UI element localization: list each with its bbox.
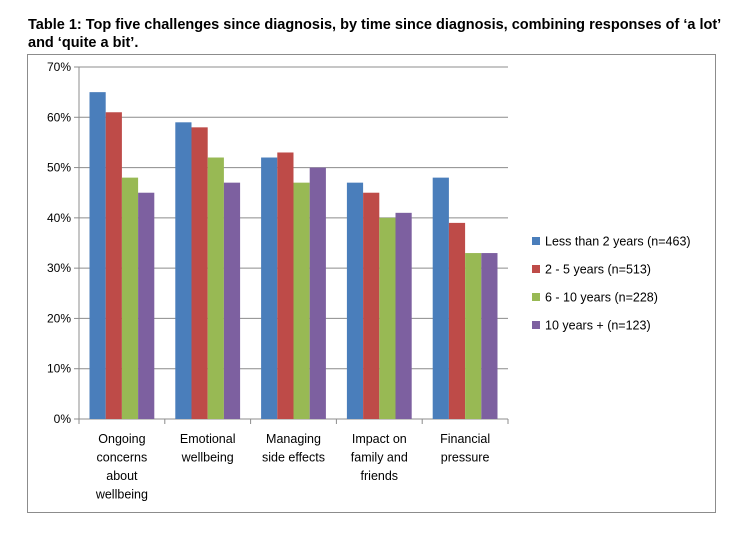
legend-label: 2 - 5 years (n=513) [545,263,651,277]
bar-3-3 [293,182,310,419]
y-tick-label: 70% [47,60,71,74]
y-tick-label: 0% [54,412,72,426]
bar-2-1 [105,112,122,419]
bar-2-5 [448,222,466,419]
bar-1-4 [346,182,364,419]
legend-label: 10 years + (n=123) [545,319,651,333]
bar-4-1 [138,192,155,419]
legend-swatch [532,265,540,273]
y-tick-label: 40% [47,211,71,225]
x-category-label: wellbeing [95,488,148,502]
x-category-label: Ongoing [98,432,145,446]
x-category-label: Impact on [352,432,407,446]
legend-swatch [532,321,540,329]
page-title: Table 1: Top five challenges since diagn… [28,17,721,51]
x-category-label: wellbeing [181,451,234,465]
legend: Less than 2 years (n=463) 2 - 5 years (n=… [532,235,691,333]
y-tick-label: 30% [47,261,71,275]
x-category-label: Emotional [180,432,236,446]
legend-swatch [532,293,540,301]
x-category-label: Managing [266,432,321,446]
y-tick-label: 50% [47,161,71,175]
y-tick-label: 20% [47,311,71,325]
legend-swatch [532,237,540,245]
x-category-label: Financial [440,432,490,446]
x-category-label: side effects [262,451,325,465]
axis-labels: 0% 10% 20% 30% 40% 50% 60% 70% Ongoing concerns ab… [47,60,490,502]
bar-3-4 [379,217,396,419]
bar-3-2 [207,157,224,419]
bar-2-3 [277,152,294,419]
bar-4-5 [481,253,498,419]
bar-1-2 [175,122,192,420]
bar-3-1 [121,177,139,419]
chart-frame [27,54,716,513]
bar-1-5 [432,177,449,419]
x-category-label: friends [361,469,399,483]
bar-2-4 [363,192,380,419]
x-category-label: family and [351,451,408,465]
legend-label: 6 - 10 years (n=228) [545,291,658,305]
x-category-label: about [106,469,138,483]
y-tick-label: 10% [47,362,71,376]
bar-4-4 [395,212,412,419]
bar-4-2 [223,182,241,419]
x-category-label: concerns [97,451,148,465]
bar-2-2 [191,127,208,419]
bar-1-1 [89,92,106,420]
bar-3-5 [465,253,482,419]
bars [89,92,498,420]
bar-4-3 [309,167,326,419]
legend-label: Less than 2 years (n=463) [545,235,691,249]
bar-1-3 [261,157,278,419]
y-tick-label: 60% [47,110,71,124]
x-category-label: pressure [441,451,490,465]
